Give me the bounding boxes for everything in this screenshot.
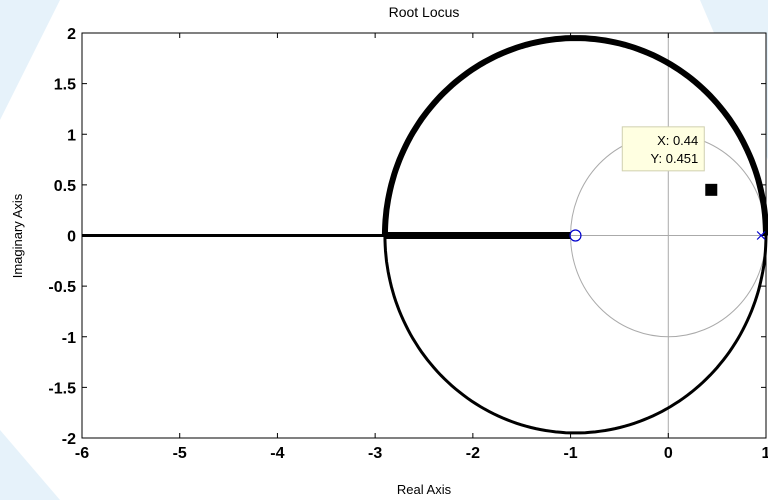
y-tick-label: 1.5 [54, 77, 76, 94]
y-tick-label: 1 [67, 127, 76, 144]
zero-marker [569, 229, 582, 242]
x-tick-label: 0 [664, 445, 673, 462]
y-tick-label: 0 [67, 229, 76, 246]
y-tick-label: -1 [62, 330, 76, 347]
locus-upper-branch [381, 35, 768, 236]
locus-lower-branch [383, 235, 768, 435]
y-tick-label: -2 [62, 431, 76, 448]
y-tick-label: -1.5 [48, 380, 76, 397]
x-tick-label: -3 [368, 445, 382, 462]
x-tick-label: 1 [762, 445, 768, 462]
datatip-box [621, 126, 705, 172]
datatip-marker [705, 183, 718, 196]
x-tick-label: -2 [466, 445, 480, 462]
y-tick-label: -0.5 [48, 279, 76, 296]
x-tick-label: -5 [173, 445, 187, 462]
x-axis-label: Real Axis [397, 482, 452, 497]
chart-title: Root Locus [389, 4, 460, 20]
y-axis-label: Imaginary Axis [10, 193, 25, 278]
plot-area: -6 -5 -4 -3 -2 -1 0 1 2 1.5 1 0.5 0 -0.5 -1 -1.5 -2 X: 0.… [48, 26, 768, 462]
pole-marker [756, 231, 766, 240]
y-tick-label: 0.5 [54, 178, 76, 195]
x-tick-label: -4 [270, 445, 284, 462]
datatip-y-text: Y: 0.451 [651, 151, 699, 166]
datatip-x-text: X: 0.44 [657, 133, 698, 148]
y-tick-label: 2 [67, 26, 76, 43]
x-tick-label: -6 [75, 445, 89, 462]
x-tick-label: -1 [563, 445, 577, 462]
